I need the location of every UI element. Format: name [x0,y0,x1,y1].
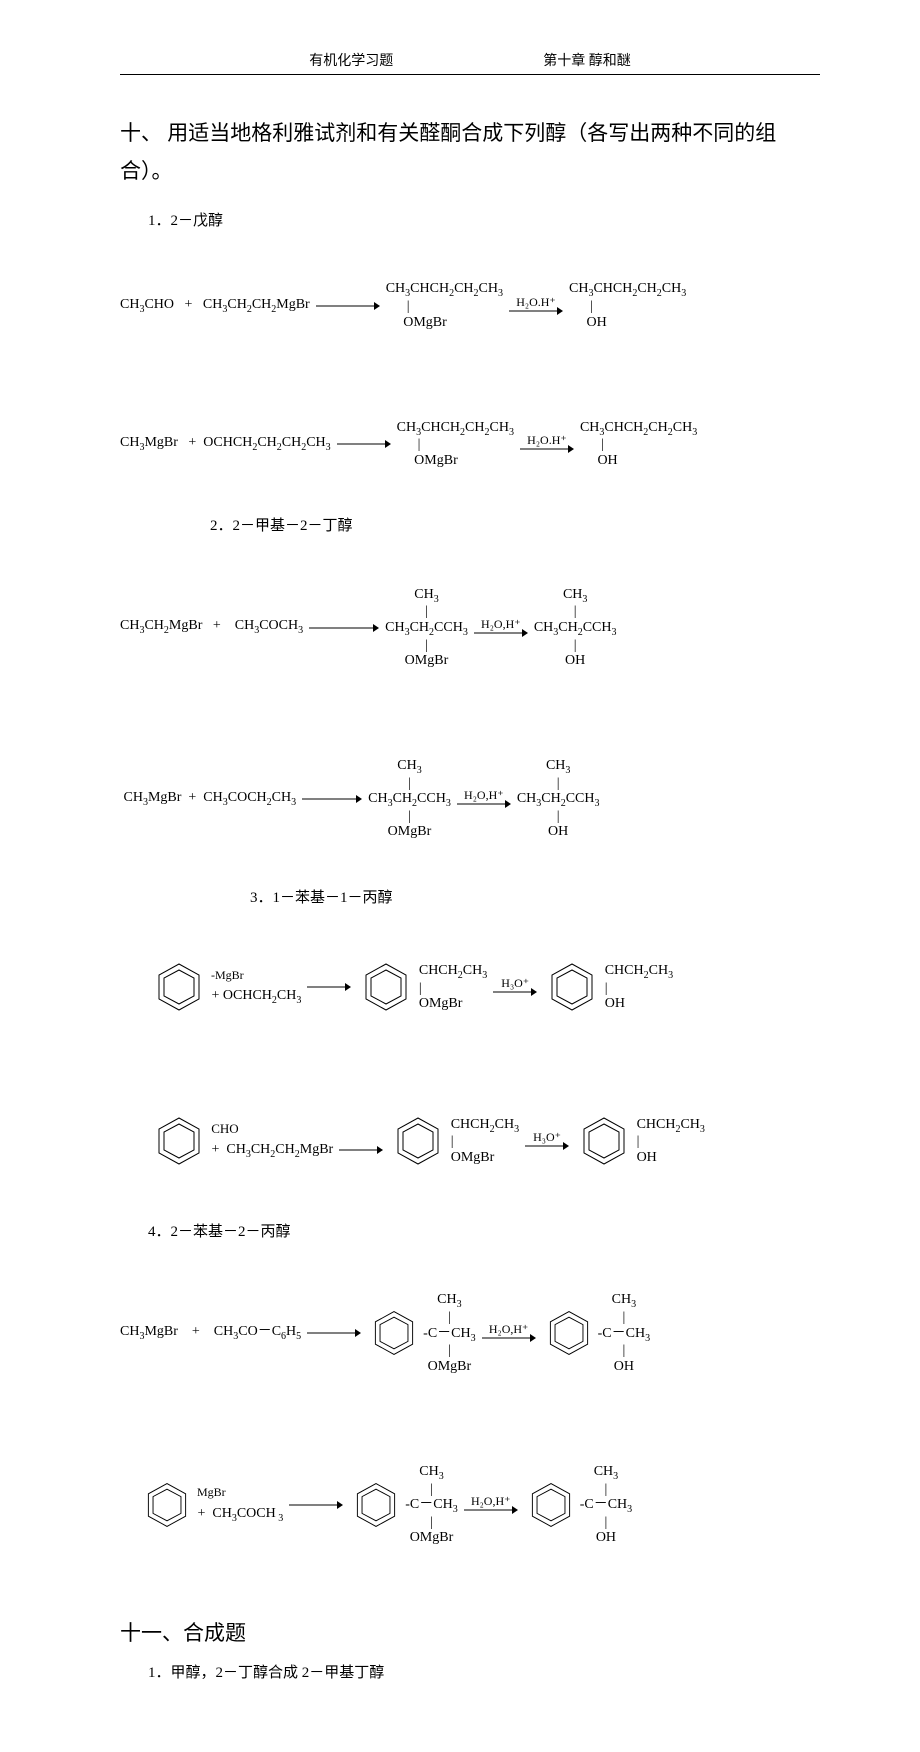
header-separator [120,74,820,75]
reaction-3a: -MgBr + OCHCH2CH3 CHCH2CH3 | OMgBr H₃O⁺ [120,917,820,1059]
arrow-icon [302,794,362,804]
arrow-icon [525,1141,569,1151]
reaction-4b: MgBr + CH3COCH 3 CH3 | -C－CH3 | OMgBr H₂… [120,1422,820,1587]
arrow-icon [307,1328,361,1338]
benzene-icon [357,958,415,1016]
problem-3-label: 3．1－苯基－1－丙醇 [250,886,820,907]
reaction-1a: CH3CHO + CH3CH2CH2MgBr CH3CHCH2CH2CH3 | … [120,240,820,372]
benzene-icon [524,1478,578,1532]
arrow-icon [289,1500,343,1510]
arrow-icon [316,301,380,311]
arrow-icon [457,799,511,809]
arrow-icon [493,987,537,997]
problem-1-label: 1．2－戊醇 [148,209,820,230]
arrow-icon [309,623,379,633]
page-container: 有机化学习题 第十章 醇和醚 十、 用适当地格利雅试剂和有关醛酮合成下列醇（各写… [0,0,920,1752]
benzene-icon [543,958,601,1016]
benzene-icon [140,1478,194,1532]
benzene-icon [349,1478,403,1532]
reaction-4a: CH3MgBr + CH3CO－C6H5 CH3 | -C－CH3 | OMgB… [120,1251,820,1416]
benzene-icon [389,1112,447,1170]
benzene-icon [367,1306,421,1360]
arrow-icon [464,1505,518,1515]
reaction-2b: CH3MgBr + CH3COCH2CH3 CH3 | CH3CH2CCH3 |… [120,716,820,881]
benzene-icon [150,1112,208,1170]
benzene-icon [575,1112,633,1170]
section-10-title: 十、 用适当地格利雅试剂和有关醛酮合成下列醇（各写出两种不同的组合）。 [120,115,820,191]
arrow-icon [509,306,563,316]
arrow-icon [337,439,391,449]
arrow-icon [520,444,574,454]
arrow-icon [482,1333,536,1343]
reaction-1b: CH3MgBr + OCHCH2CH2CH2CH3 CH3CHCH2CH2CH3… [120,378,820,510]
header-center: 有机化学习题 [309,50,393,70]
arrow-icon [474,628,528,638]
page-header: 有机化学习题 第十章 醇和醚 [120,50,820,70]
benzene-icon [150,958,208,1016]
arrow-icon [339,1145,383,1155]
reaction-3b: CHO + CH3CH2CH2MgBr CHCH2CH3 | OMgBr H₃O… [120,1070,820,1212]
section-11-title: 十一、合成题 [120,1617,820,1647]
arrow-icon [307,982,351,992]
header-right: 第十章 醇和醚 [543,50,631,70]
benzene-icon [542,1306,596,1360]
reaction-2a: CH3CH2MgBr + CH3COCH3 CH3 | CH3CH2CCH3 |… [120,545,820,710]
problem-2-label: 2．2－甲基－2－丁醇 [210,514,820,535]
problem-4-label: 4．2－苯基－2－丙醇 [148,1220,820,1241]
problem-11-1-label: 1．甲醇，2－丁醇合成 2－甲基丁醇 [148,1661,820,1682]
